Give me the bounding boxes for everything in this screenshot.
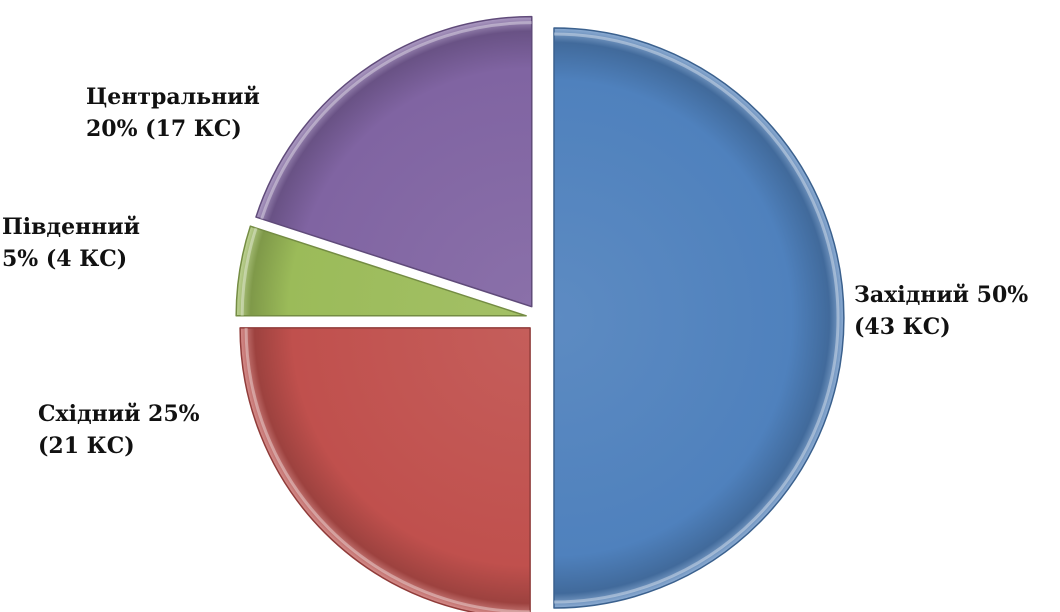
pie-slice-2 [239, 327, 531, 612]
slice-label-3: Південний 5% (4 КС) [2, 214, 140, 272]
slice-label-line: 5% (4 КС) [2, 246, 127, 272]
pie-slice-highlight-3 [240, 227, 258, 316]
pie-slice-highlight-2 [244, 327, 531, 612]
slice-label-line: Західний 50% [854, 282, 1028, 308]
slice-label-line: (21 КС) [38, 433, 135, 459]
pie-slice-highlight-1 [553, 32, 840, 604]
pie-slice-highlight-4 [260, 21, 532, 220]
slice-label-line: 20% (17 КС) [86, 116, 242, 142]
pie-slice-1 [553, 27, 845, 609]
slice-label-line: Центральний [86, 84, 260, 110]
slice-label-4: Центральний 20% (17 КС) [86, 84, 260, 142]
slice-label-line: Південний [2, 214, 140, 240]
slice-label-1: Західний 50% (43 КС) [854, 282, 1028, 340]
labels-layer: Західний 50% (43 КС) Східний 25% (21 КС) Пів… [2, 84, 1028, 459]
slices-layer [235, 15, 845, 612]
slice-label-line: Східний 25% [38, 401, 200, 427]
slice-label-2: Східний 25% (21 КС) [38, 401, 200, 459]
pie-slice-3 [235, 225, 527, 317]
slice-label-line: (43 КС) [854, 314, 951, 340]
pie-slice-4 [255, 15, 533, 308]
